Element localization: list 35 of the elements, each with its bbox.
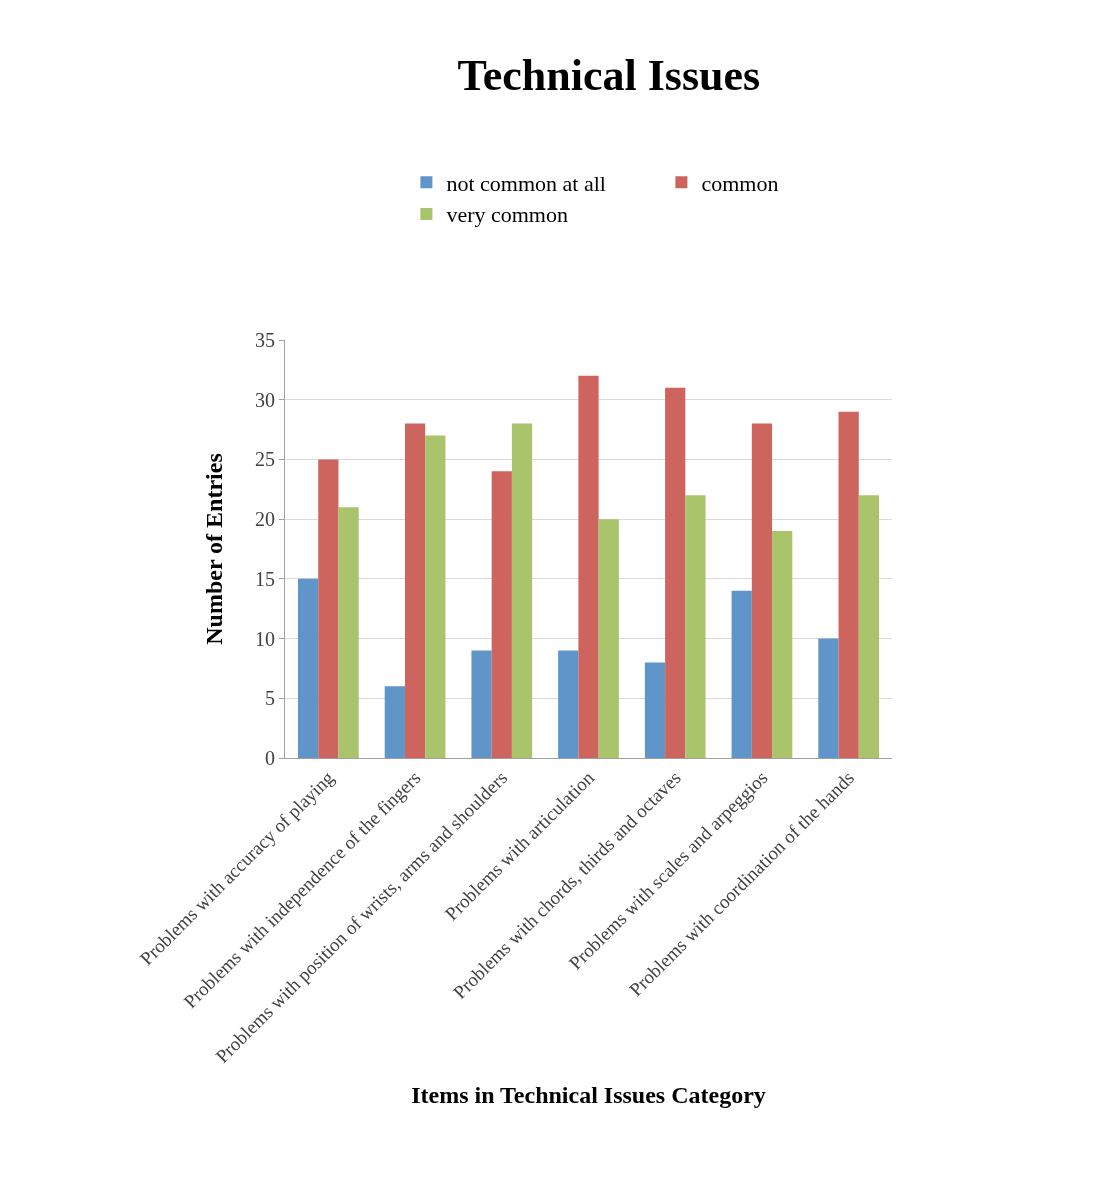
legend-label: not common at all — [446, 170, 606, 196]
bar — [644, 662, 666, 758]
y-tick-label: 20 — [255, 508, 275, 531]
x-axis-title: Items in Technical Issues Category — [411, 1082, 766, 1109]
y-tick-label: 25 — [255, 448, 275, 471]
bar — [598, 519, 619, 758]
bar — [858, 495, 879, 758]
bar — [751, 423, 773, 758]
bar — [471, 650, 492, 758]
bar — [298, 578, 319, 758]
chart-title: Technical Issues — [457, 50, 761, 100]
y-tick-label: 35 — [255, 329, 275, 351]
legend-label: common — [701, 170, 779, 196]
bar — [665, 387, 686, 758]
bar — [404, 423, 426, 758]
bar — [338, 507, 359, 758]
legend-label: very common — [446, 202, 568, 228]
bar — [772, 531, 793, 758]
bar — [318, 459, 339, 758]
bar — [838, 411, 859, 758]
bar — [685, 495, 706, 758]
y-axis-title: Number of Entries — [201, 453, 228, 645]
bar — [511, 423, 533, 758]
bar — [425, 435, 446, 758]
bar — [731, 590, 752, 758]
bar — [578, 375, 599, 758]
y-tick-label: 10 — [255, 627, 275, 650]
bar — [818, 638, 839, 758]
y-tick-label: 5 — [265, 687, 275, 710]
y-tick-label: 0 — [265, 747, 275, 769]
y-tick-label: 30 — [255, 388, 275, 411]
bar — [491, 471, 512, 758]
bar — [558, 650, 579, 758]
y-tick-label: 15 — [255, 567, 275, 590]
bar — [384, 686, 405, 758]
